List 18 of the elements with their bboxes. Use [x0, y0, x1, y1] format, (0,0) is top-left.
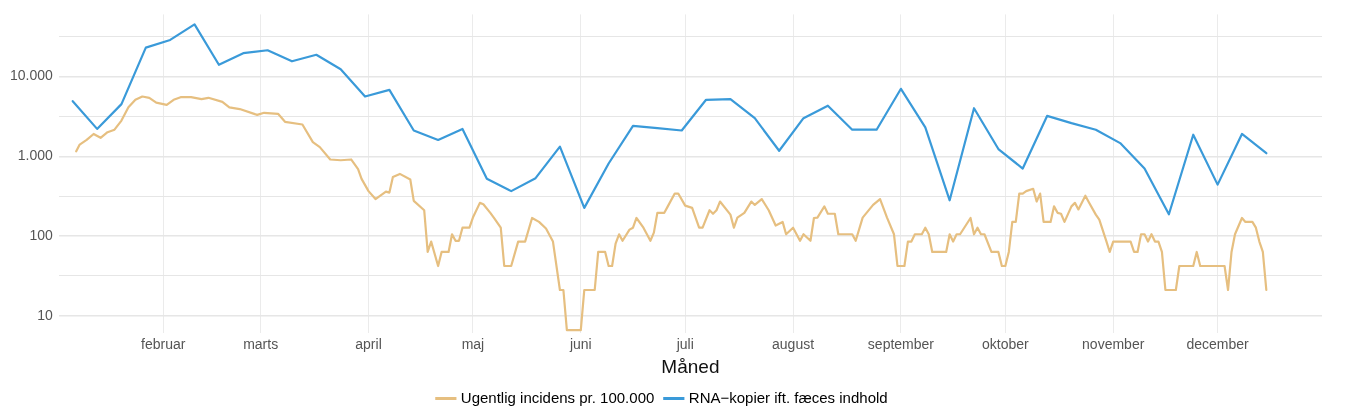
x-tick-label: august [772, 335, 815, 352]
y-tick-label: 1.000 [17, 147, 54, 164]
x-tick-label: november [1082, 335, 1145, 352]
x-tick-label: oktober [981, 335, 1030, 352]
x-tick-label: september [867, 335, 935, 352]
x-tick-label: juli [675, 335, 694, 352]
y-tick-label: 100 [29, 226, 54, 243]
x-tick-label: marts [243, 335, 279, 352]
x-tick-label: maj [461, 335, 485, 352]
legend-label: RNA−kopier ift. fæces indhold [688, 388, 888, 406]
x-tick-label: juni [568, 335, 592, 352]
x-tick-label: april [355, 335, 382, 352]
x-tick-label: december [1186, 335, 1250, 352]
y-tick-label: 10.000 [9, 67, 54, 84]
y-tick-label: 10 [37, 306, 54, 323]
legend-label: Ugentlig incidens pr. 100.000 [460, 388, 655, 406]
x-axis-title: Måned [661, 355, 720, 377]
x-tick-label: februar [141, 335, 186, 352]
